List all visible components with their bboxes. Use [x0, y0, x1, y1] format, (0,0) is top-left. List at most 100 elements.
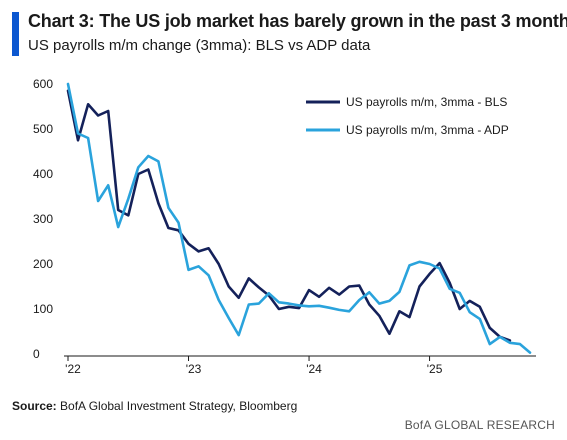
data-point [318, 305, 320, 307]
data-point [358, 284, 360, 286]
data-point [479, 318, 481, 320]
data-point [459, 292, 461, 294]
data-point [258, 286, 260, 288]
data-point [207, 247, 209, 249]
data-point [388, 300, 390, 302]
data-point [489, 327, 491, 329]
y-axis-ticks: 0 100 200 300 400 500 600 [33, 77, 53, 361]
y-tick-label: 400 [33, 167, 53, 181]
data-point [388, 333, 390, 335]
data-point [278, 308, 280, 310]
data-point [308, 305, 310, 307]
data-point [167, 227, 169, 229]
data-point [318, 296, 320, 298]
data-point [157, 160, 159, 162]
data-point [258, 302, 260, 304]
data-point [489, 343, 491, 345]
data-point [147, 155, 149, 157]
x-tick-label: '23 [186, 362, 202, 376]
line-chart: 0 100 200 300 400 500 600 '22 '23 '24 '25 US payr… [33, 77, 536, 376]
brand-label: BofA GLOBAL RESEARCH [404, 418, 555, 432]
data-point [438, 262, 440, 264]
data-point [187, 269, 189, 271]
source-text: BofA Global Investment Strategy, Bloombe… [56, 399, 298, 413]
data-point [398, 291, 400, 293]
data-point [157, 202, 159, 204]
y-tick-label: 0 [33, 347, 40, 361]
legend: US payrolls m/m, 3mma - BLS US payrolls m… [306, 95, 509, 137]
data-point [218, 263, 220, 265]
data-point [449, 288, 451, 290]
data-point [278, 301, 280, 303]
data-point [428, 273, 430, 275]
data-point [328, 307, 330, 309]
y-tick-label: 300 [33, 212, 53, 226]
y-tick-label: 500 [33, 122, 53, 136]
data-point [479, 306, 481, 308]
data-point [348, 285, 350, 287]
x-tick-label: '22 [65, 362, 81, 376]
data-point [288, 302, 290, 304]
data-point [77, 139, 79, 141]
data-point [167, 207, 169, 209]
data-point [197, 250, 199, 252]
data-point [378, 302, 380, 304]
data-point [97, 114, 99, 116]
data-point [67, 83, 69, 85]
data-point [127, 214, 129, 216]
data-point [248, 277, 250, 279]
series-line-adp [66, 82, 532, 354]
series-lines [66, 82, 532, 354]
data-point [207, 274, 209, 276]
data-point [469, 311, 471, 313]
data-point [87, 137, 89, 139]
data-point [268, 292, 270, 294]
data-point [328, 287, 330, 289]
chart-title: Chart 3: The US job market has barely gr… [28, 11, 567, 31]
legend-label: US payrolls m/m, 3mma - BLS [346, 95, 507, 109]
data-point [177, 221, 179, 223]
data-point [137, 166, 139, 168]
data-point [97, 200, 99, 202]
data-point [288, 306, 290, 308]
data-point [117, 209, 119, 211]
data-point [87, 103, 89, 105]
data-point [338, 309, 340, 311]
data-point [248, 303, 250, 305]
data-point [368, 303, 370, 305]
data-point [499, 336, 501, 338]
data-point [509, 342, 511, 344]
y-tick-label: 600 [33, 77, 53, 91]
data-point [77, 132, 79, 134]
data-point [449, 282, 451, 284]
data-point [127, 198, 129, 200]
data-point [107, 110, 109, 112]
data-point [469, 300, 471, 302]
data-point [358, 299, 360, 301]
data-point [459, 308, 461, 310]
data-point [238, 334, 240, 336]
x-axis: '22 '23 '24 '25 [64, 355, 536, 376]
data-point [308, 289, 310, 291]
title-accent-bar [12, 12, 19, 56]
x-tick-label: '24 [306, 362, 322, 376]
data-point [418, 285, 420, 287]
data-point [107, 184, 109, 186]
data-point [298, 304, 300, 306]
data-point [218, 299, 220, 301]
x-tick-label: '25 [427, 362, 443, 376]
data-point [519, 343, 521, 345]
data-point [408, 316, 410, 318]
data-point [187, 243, 189, 245]
data-point [338, 293, 340, 295]
data-point [408, 264, 410, 266]
data-point [117, 226, 119, 228]
legend-label: US payrolls m/m, 3mma - ADP [346, 123, 509, 137]
chart-subtitle: US payrolls m/m change (3mma): BLS vs AD… [28, 37, 371, 54]
y-tick-label: 100 [33, 302, 53, 316]
data-point [398, 310, 400, 312]
data-point [197, 265, 199, 267]
y-tick-label: 200 [33, 257, 53, 271]
source-note: Source: BofA Global Investment Strategy,… [12, 399, 297, 413]
data-point [348, 310, 350, 312]
